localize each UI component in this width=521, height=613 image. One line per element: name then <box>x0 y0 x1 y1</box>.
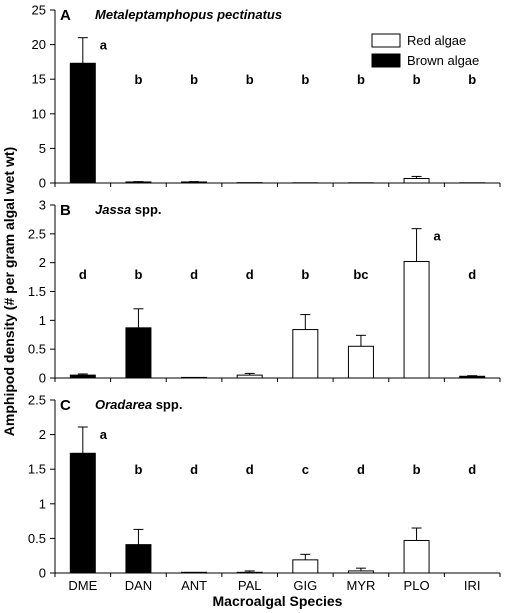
y-tick-label: 2 <box>39 427 46 442</box>
bar-gig <box>292 559 319 574</box>
legend-swatch-brown <box>371 53 401 68</box>
significance-letter: d <box>468 267 476 282</box>
significance-letter: d <box>246 267 254 282</box>
bar-ant <box>181 181 208 184</box>
y-tick-label: 0 <box>39 176 46 191</box>
y-tick-label: 2 <box>39 255 46 270</box>
category-label: DAN <box>125 578 152 593</box>
panel-letter: A <box>60 7 71 24</box>
bar-dan <box>125 544 152 574</box>
panel-letter: C <box>60 397 71 414</box>
significance-letter: d <box>246 462 254 477</box>
significance-letter: b <box>134 72 142 87</box>
bar-myr <box>347 570 374 574</box>
y-tick-label: 0.5 <box>28 342 46 357</box>
panel-c: 0 0.5 1 1.5 2 2.5 a b d d c d b d C Oradarea spp. <box>28 393 501 581</box>
bar-dan <box>125 327 152 379</box>
significance-letter: d <box>79 267 87 282</box>
panel-title: Jassa spp. <box>95 202 162 217</box>
significance-letter: d <box>190 267 198 282</box>
bar-pal <box>236 374 263 379</box>
legend-swatch-red <box>371 33 401 48</box>
y-tick-label: 2.5 <box>28 393 46 408</box>
significance-letter: a <box>433 229 441 244</box>
y-tick-label: 1 <box>39 313 46 328</box>
bar-iri <box>459 375 486 379</box>
y-tick-label: 25 <box>32 3 46 18</box>
bar-gig <box>292 329 319 379</box>
panel-a: 0 5 10 15 20 25 a b b b b b b b A Metaleptamphopus pect… <box>32 3 501 191</box>
y-tick-label: 1.5 <box>28 462 46 477</box>
y-tick-label: 0 <box>39 566 46 581</box>
legend: Red algae Brown algae <box>371 33 479 68</box>
bar-pal <box>236 571 263 574</box>
y-tick-label: 5 <box>39 141 46 156</box>
bar-plo <box>403 539 430 574</box>
bar-dme <box>69 62 96 184</box>
significance-letter: d <box>190 462 198 477</box>
y-tick-label: 20 <box>32 37 46 52</box>
significance-letter: a <box>100 427 108 442</box>
category-label: PAL <box>238 578 262 593</box>
significance-letter: b <box>413 462 421 477</box>
significance-letter: b <box>190 72 198 87</box>
category-label: ANT <box>181 578 207 593</box>
y-tick-label: 0.5 <box>28 531 46 546</box>
bar-dan <box>125 181 152 184</box>
significance-letter: b <box>301 72 309 87</box>
panel-title: Metaleptamphopus pectinatus <box>95 7 282 22</box>
significance-letter: b <box>413 72 421 87</box>
significance-letter: d <box>357 462 365 477</box>
y-axis-title: Amphipod density (# per gram algal wet w… <box>1 147 17 436</box>
y-tick-label: 10 <box>32 106 46 121</box>
bar-myr <box>347 345 374 379</box>
bar-plo <box>403 178 430 184</box>
panel-b: 0 0.5 1 1.5 2 2.5 3 d b d d b bc a d B Jassa spp. <box>28 198 501 386</box>
y-tick-label: 15 <box>32 72 46 87</box>
y-tick-label: 3 <box>39 198 46 213</box>
panel-title-part: Metaleptamphopus pectinatus <box>95 7 282 22</box>
significance-letter: b <box>357 72 365 87</box>
significance-letter: a <box>100 38 108 53</box>
legend-label-brown: Brown algae <box>407 53 479 68</box>
significance-letter: b <box>301 267 309 282</box>
category-label: MYR <box>346 578 375 593</box>
legend-label-red: Red algae <box>407 33 466 48</box>
panel-title-part: Jassa <box>95 202 131 217</box>
bar-dme <box>69 374 96 379</box>
category-label: IRI <box>464 578 481 593</box>
significance-letter: b <box>134 267 142 282</box>
panel-letter: B <box>60 202 71 219</box>
y-tick-label: 1 <box>39 496 46 511</box>
y-tick-label: 0 <box>39 371 46 386</box>
x-axis-title: Macroalgal Species <box>213 593 343 609</box>
y-tick-label: 2.5 <box>28 226 46 241</box>
bar-plo <box>403 261 430 379</box>
bar-dme <box>69 452 96 574</box>
significance-letter: d <box>468 462 476 477</box>
bar-ant <box>181 571 208 574</box>
panel-title-part: spp. <box>152 397 182 412</box>
significance-letter: c <box>302 462 309 477</box>
category-label: DME <box>68 578 97 593</box>
bar-ant <box>181 376 208 379</box>
significance-letter: b <box>468 72 476 87</box>
category-label: PLO <box>404 578 430 593</box>
y-tick-label: 1.5 <box>28 284 46 299</box>
panel-title-part: Oradarea <box>95 397 152 412</box>
category-label: GIG <box>293 578 317 593</box>
panel-title-part: spp. <box>131 202 161 217</box>
significance-letter: b <box>246 72 254 87</box>
significance-letter: b <box>134 462 142 477</box>
panel-title: Oradarea spp. <box>95 397 182 412</box>
significance-letter: bc <box>353 267 368 282</box>
